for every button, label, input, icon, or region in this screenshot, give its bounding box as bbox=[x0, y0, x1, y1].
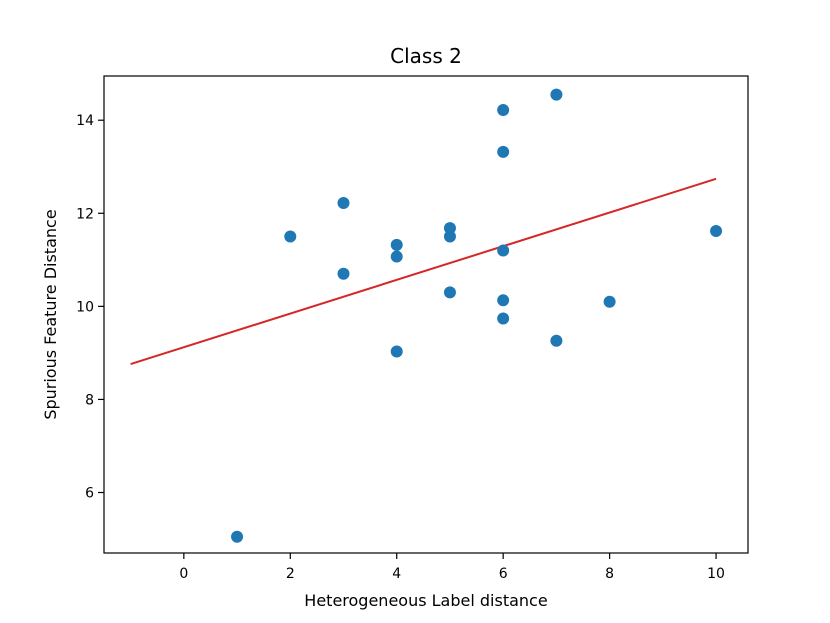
data-point bbox=[443, 222, 456, 235]
chart-title: Class 2 bbox=[390, 44, 462, 68]
y-tick-label: 12 bbox=[76, 206, 94, 222]
plot-frame bbox=[103, 75, 749, 554]
data-point bbox=[550, 334, 563, 347]
data-point bbox=[603, 295, 616, 308]
x-tick-label: 8 bbox=[605, 566, 614, 582]
data-point bbox=[497, 294, 510, 307]
data-point bbox=[337, 267, 350, 280]
data-point bbox=[390, 238, 403, 251]
x-tick-label: 6 bbox=[499, 566, 508, 582]
data-point bbox=[710, 224, 723, 237]
y-tick-label: 6 bbox=[85, 486, 94, 502]
data-point bbox=[497, 244, 510, 257]
y-tick-label: 8 bbox=[85, 392, 94, 408]
data-point bbox=[390, 345, 403, 358]
x-tick-label: 4 bbox=[392, 566, 401, 582]
data-point bbox=[284, 230, 297, 243]
data-point bbox=[497, 312, 510, 325]
trend-line bbox=[130, 177, 717, 366]
data-point bbox=[497, 145, 510, 158]
y-axis: 6 8 10 12 14 bbox=[76, 113, 104, 502]
x-tick-label: 2 bbox=[286, 566, 295, 582]
x-tick-label: 10 bbox=[707, 566, 725, 582]
data-point bbox=[497, 103, 510, 116]
x-tick-label: 0 bbox=[179, 566, 188, 582]
x-axis-label: Heterogeneous Label distance bbox=[304, 591, 547, 610]
plot-area bbox=[103, 75, 749, 554]
x-axis: 0 2 4 6 8 10 bbox=[179, 553, 725, 582]
y-tick-label: 10 bbox=[76, 299, 94, 315]
data-point bbox=[231, 530, 244, 543]
data-point bbox=[337, 197, 350, 210]
data-point bbox=[550, 88, 563, 101]
data-point bbox=[443, 286, 456, 299]
y-axis-label: Spurious Feature Distance bbox=[41, 209, 60, 419]
data-point bbox=[390, 250, 403, 263]
data-point bbox=[443, 230, 456, 243]
y-tick-label: 14 bbox=[76, 113, 94, 129]
